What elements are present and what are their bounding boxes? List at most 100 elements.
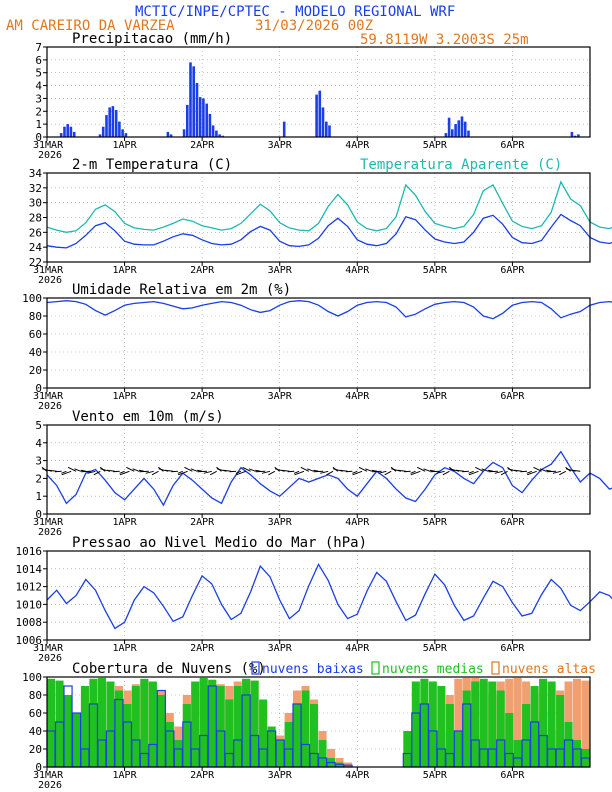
- cloud-bar-nuvens-medias: [471, 681, 480, 767]
- x-tick-label: 5APR: [423, 770, 448, 781]
- x-tick-label: 4APR: [345, 770, 370, 781]
- wind-barb: [358, 466, 368, 472]
- panel-border: [46, 46, 591, 138]
- run-label: 31/03/2026 00Z: [255, 18, 373, 34]
- legend-swatch: [371, 661, 380, 675]
- wind-barb: [106, 469, 115, 472]
- wind-barb: [468, 470, 474, 474]
- cloud-bar-nuvens-medias: [522, 704, 531, 767]
- precip-bar: [101, 126, 105, 137]
- cloud-bar-nuvens-medias: [225, 699, 234, 767]
- precip-bar: [166, 131, 170, 137]
- cloud-bar-nuvens-medias: [530, 686, 539, 767]
- x-tick-label: 6APR: [500, 643, 525, 654]
- x-tick-label: 3APR: [268, 517, 293, 528]
- precip-bar: [202, 98, 205, 137]
- precip-bar: [169, 134, 173, 137]
- x-tick-label: 1APR: [113, 517, 138, 528]
- year-label: 2026: [38, 275, 62, 286]
- year-label: 2026: [38, 150, 62, 161]
- y-tick-label: 1008: [16, 616, 43, 629]
- wind-line: [46, 450, 612, 507]
- cloud-bar-nuvens-medias: [47, 678, 56, 767]
- precip-bar: [318, 90, 322, 137]
- precip-bar: [198, 97, 202, 137]
- year-label: 2026: [38, 401, 62, 412]
- precip-bar: [189, 62, 192, 137]
- x-tick-label: 2APR: [190, 140, 215, 151]
- cloud-bar-nuvens-medias: [420, 678, 429, 767]
- wind-barb: [268, 470, 276, 476]
- wind-barb: [151, 470, 159, 476]
- panel-border: [46, 297, 591, 389]
- x-tick-label: 31MAR: [33, 517, 64, 528]
- wind-barb: [293, 470, 300, 474]
- precip-bar: [454, 124, 457, 137]
- cloud-bar-nuvens-altas: [573, 678, 582, 767]
- cloud-bar-nuvens-medias: [564, 722, 573, 767]
- cloud-bar-nuvens-medias: [462, 690, 471, 767]
- precip-bar: [457, 120, 461, 137]
- wind-barb: [410, 470, 421, 476]
- cloud-bar-nuvens-medias: [55, 680, 64, 767]
- cloud-bar-nuvens-medias: [174, 740, 183, 767]
- precip-bar: [114, 110, 118, 137]
- precip-bar: [451, 129, 454, 137]
- x-tick-label: 5APR: [423, 265, 448, 276]
- wind-barb: [462, 470, 469, 473]
- precip-bar: [321, 107, 325, 137]
- x-tick-label: 6APR: [500, 265, 525, 276]
- cloud-bar-nuvens-medias: [403, 731, 412, 767]
- temp-line: [46, 213, 612, 249]
- y-tick-label: 1012: [16, 581, 43, 594]
- wind-barb: [261, 470, 271, 474]
- x-tick-label: 6APR: [500, 770, 525, 781]
- x-tick-label: 3APR: [268, 643, 293, 654]
- y-tick-label: 0: [35, 508, 42, 521]
- wind-barb: [113, 470, 120, 473]
- precip-bar: [447, 117, 451, 137]
- cloud-bar-nuvens-medias: [411, 681, 420, 767]
- x-tick-label: 1APR: [113, 391, 138, 402]
- precip-bar: [577, 134, 580, 137]
- wind-barb: [281, 469, 290, 472]
- wind-barb: [526, 470, 532, 474]
- panel-title: Precipitacao (mm/h): [72, 31, 232, 47]
- y-tick-label: 5: [35, 419, 42, 432]
- wind-barb: [145, 470, 154, 474]
- y-tick-label: 60: [29, 707, 42, 720]
- cloud-bar-nuvens-altas: [513, 677, 522, 767]
- wind-barb: [165, 469, 174, 472]
- wind-barb: [326, 470, 334, 476]
- precip-bar: [59, 133, 63, 137]
- wind-barb: [410, 470, 416, 474]
- x-tick-label: 4APR: [345, 391, 370, 402]
- y-tick-label: 32: [29, 182, 42, 195]
- y-tick-label: 30: [29, 197, 42, 210]
- precip-bar: [124, 133, 128, 137]
- panel-border: [46, 550, 591, 641]
- wind-barb: [378, 470, 387, 474]
- y-tick-label: 100: [22, 292, 42, 305]
- panel-title: Cobertura de Nuvens (%): [72, 661, 266, 677]
- panel-border: [46, 172, 591, 263]
- cloud-bar-nuvens-medias: [157, 695, 166, 767]
- cloud-bar-nuvens-medias: [89, 678, 98, 767]
- x-tick-label: 1APR: [113, 140, 138, 151]
- main-title: MCTIC/INPE/CPTEC - MODELO REGIONAL WRF: [135, 4, 455, 20]
- panel-5: 1006 1008 1010 1012 1014 1016 31MAR 1APR 2APR 3AP…: [16, 535, 612, 664]
- cloud-bar-nuvens-medias: [123, 704, 132, 767]
- x-tick-label: 6APR: [500, 391, 525, 402]
- legend-swatch: [251, 661, 260, 675]
- wind-barb: [248, 468, 256, 472]
- precip-bar: [186, 104, 189, 137]
- x-tick-label: 4APR: [345, 265, 370, 276]
- x-tick-label: 2APR: [190, 517, 215, 528]
- precip-bar: [195, 83, 199, 137]
- cloud-bar-nuvens-medias: [445, 704, 454, 767]
- wind-barb: [320, 470, 329, 474]
- wind-barb: [430, 470, 440, 473]
- cloud-bar-nuvens-medias: [454, 731, 463, 767]
- humidity-line: [46, 300, 612, 320]
